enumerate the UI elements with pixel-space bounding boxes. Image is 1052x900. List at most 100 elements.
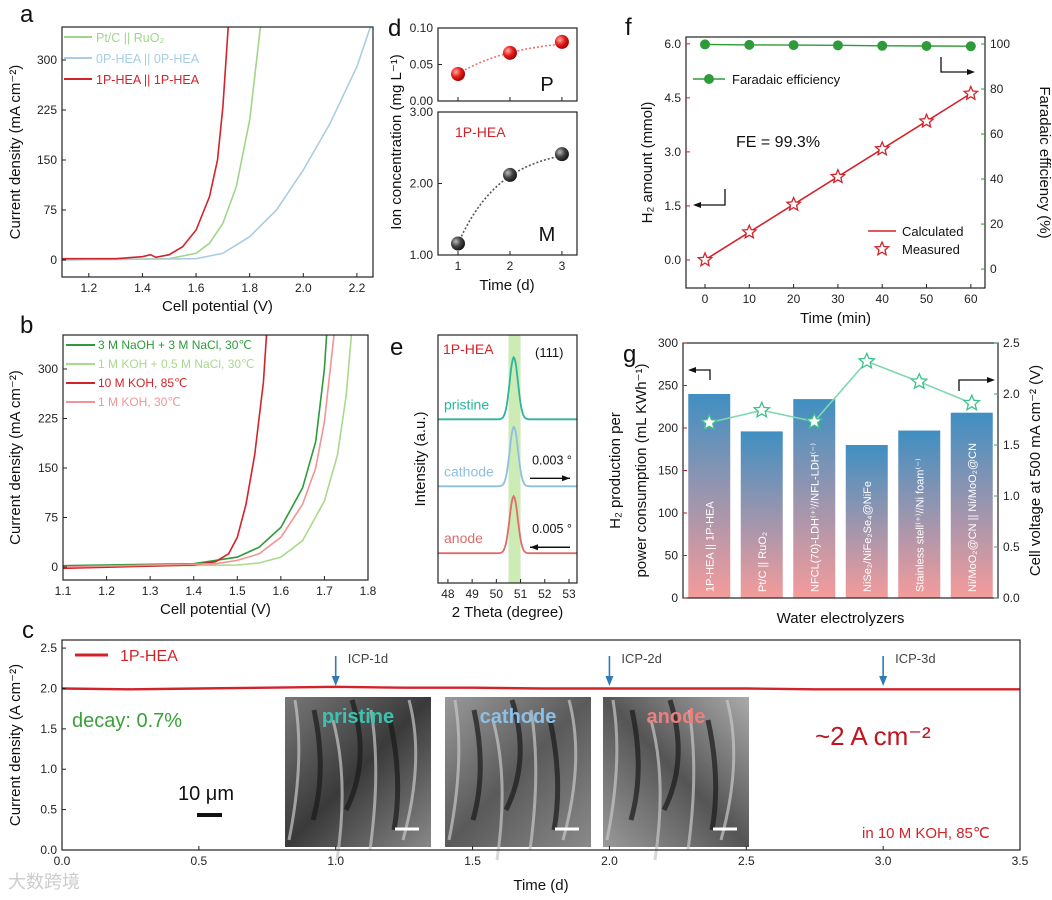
x-tick-label: 40 [876,292,890,306]
fe-point [700,39,711,50]
shift-label: 0.005 ° [532,522,572,536]
x-axis-label: Time (d) [479,277,534,294]
y-tick-label: 1.5 [40,722,57,736]
y-tick-label: 40 [990,172,1004,186]
y-tick-label: 75 [44,203,58,217]
panel-label: g [623,341,636,368]
y-tick-label: 0.0 [1003,591,1020,605]
panel-label: f [625,14,632,41]
x-tick-label: 0.0 [54,854,71,868]
series-line-0 [63,335,328,567]
y-tick-label: 300 [38,362,58,376]
legend-entry: 1P-HEA || 1P-HEA [96,73,200,87]
x-tick-label: 30 [831,292,845,306]
data-point [451,236,466,251]
y-tick-label: 2.0 [1003,387,1020,401]
y-tick-label: 225 [37,103,57,117]
x-tick-label: 52 [538,587,552,601]
y-tick-label: 0 [990,262,997,276]
legend-entry: Measured [902,242,960,257]
watermark-logo: 大数跨境 [8,872,80,892]
x-tick-label: 2.0 [601,854,618,868]
y-tick-label: 150 [658,464,678,478]
x-tick-label: 1.4 [185,584,202,598]
arrow-head-icon [879,676,888,686]
x-tick-label: 2.0 [295,281,312,295]
y-tick-label: 80 [990,82,1004,96]
sem-texture [661,699,681,812]
plot-frame-e [437,334,578,584]
measured-point [874,140,891,157]
series-line-0 [62,27,262,261]
y-tick-label: 3.00 [410,105,434,119]
x-axis-label: 2 Theta (degree) [452,604,563,621]
left-axis-arrow-icon [695,189,726,206]
sem-texture [491,719,504,861]
x-axis-label: Time (min) [800,310,871,327]
legend-entry: Calculated [902,224,963,239]
xrd-trace-anode [438,494,577,555]
measured-point [741,223,758,240]
y-axis-label: Current density (mA cm⁻²) [7,65,24,240]
series-line-3 [63,335,335,568]
x-tick-label: 1.5 [464,854,481,868]
arrow-head-icon [987,377,995,383]
y-tick-label: 2.5 [1003,336,1020,350]
arrow-head-icon [688,367,696,373]
x-tick-label: 10 [743,292,757,306]
x-tick-label: 1.4 [134,281,151,295]
x-tick-label: 1.0 [327,854,344,868]
sem-texture [470,709,483,821]
y-tick-label: 300 [658,336,678,350]
bar [898,430,941,598]
bar [950,412,993,598]
sem-texture [447,699,461,841]
legend-entry: 10 M KOH, 85℃ [98,376,188,390]
sample-label: 1P-HEA [443,341,494,357]
sem-texture [686,709,696,851]
y-tick-label: 2.00 [410,177,434,191]
element-label: M [539,224,556,246]
fe-point [877,40,888,51]
plot-frame-f [685,36,986,289]
measured-point [829,167,847,184]
fe-point [921,41,932,52]
arrow-head-icon [605,676,614,686]
x-tick-label: 1.1 [55,584,72,598]
x-tick-label: 1.8 [241,281,258,295]
fe-point [788,40,799,51]
data-point [502,167,517,182]
y-tick-label: 1.5 [664,199,681,213]
sem-texture [387,719,401,831]
voltage-line [709,360,973,424]
legend-entry: Faradaic efficiency [732,72,841,87]
fit-line-M [457,154,563,244]
y-tick-label: 0.5 [1003,540,1020,554]
y-tick-label: 225 [38,411,58,425]
y-axis-label-right: Faradaic efficiency (%) [1036,86,1052,238]
x-tick-label: 53 [562,587,576,601]
shift-label: 0.003 ° [532,453,572,467]
arrow-head-icon [693,202,701,208]
y-tick-label: 1.5 [1003,438,1020,452]
data-point [451,66,466,81]
x-tick-label: 1.2 [98,584,115,598]
y-tick-label: 0.00 [410,94,434,108]
panel-label: c [22,617,34,644]
voltage-point [910,372,929,390]
x-tick-label: 51 [514,587,528,601]
legend-entry: 3 M NaOH + 3 M NaCl, 30℃ [98,338,252,352]
bar-category-label: 1P-HEA || 1P-HEA [704,501,716,592]
bar [793,399,836,598]
sem-inset-anode [603,697,749,861]
y-tick-label: 75 [45,510,59,524]
bar-category-label: Pt/C || RuO₂ [757,532,769,592]
y-tick-label: 250 [658,379,678,393]
x-tick-label: 2.5 [738,854,755,868]
plot-frame-b [62,334,369,581]
y-tick-label: 1.0 [1003,489,1020,503]
current-annotation: ~2 A cm⁻² [815,721,931,751]
measured-point [918,112,935,129]
x-axis-label: Cell potential (V) [162,298,273,315]
inset-label: anode [647,706,706,728]
